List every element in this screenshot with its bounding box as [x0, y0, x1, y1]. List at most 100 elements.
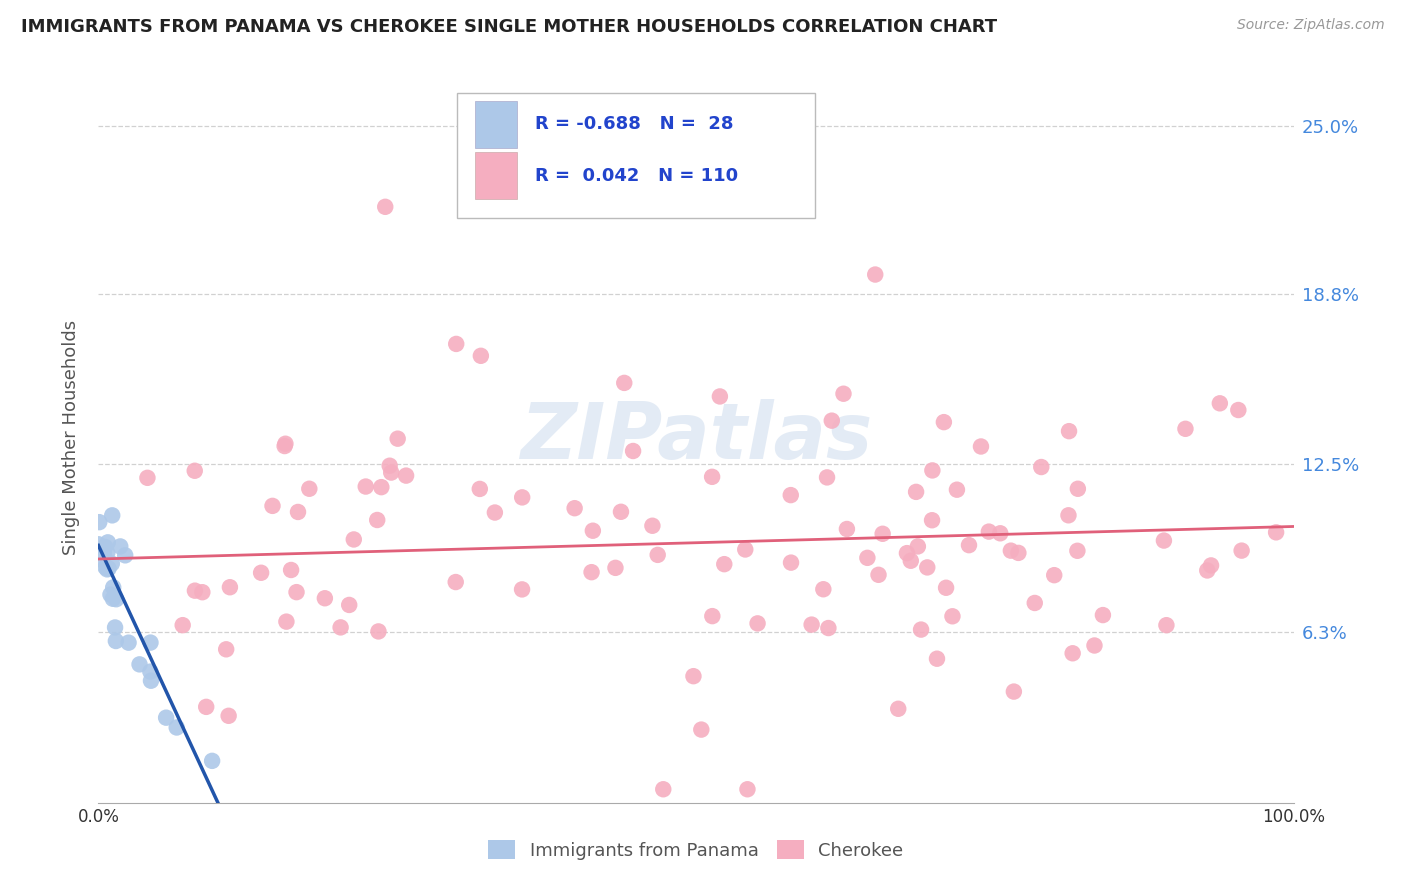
Point — [1057, 424, 1080, 438]
Point — [139, 673, 162, 688]
Point — [835, 522, 858, 536]
Point — [1083, 639, 1105, 653]
Point — [977, 524, 1000, 539]
Point — [276, 615, 298, 629]
Point — [510, 491, 533, 505]
Point — [925, 651, 948, 665]
Point — [139, 665, 162, 679]
Point — [370, 480, 392, 494]
Point — [582, 524, 605, 538]
Point — [1209, 396, 1232, 410]
Point — [470, 349, 492, 363]
Point — [868, 567, 890, 582]
Point — [821, 414, 844, 428]
Point — [110, 540, 132, 554]
Point — [395, 468, 418, 483]
Point — [709, 389, 731, 403]
Point — [104, 634, 127, 648]
Point — [201, 754, 224, 768]
Point — [337, 598, 360, 612]
Point — [195, 699, 218, 714]
Point — [100, 588, 122, 602]
Point — [97, 561, 120, 575]
Point — [935, 581, 957, 595]
Point — [970, 440, 993, 454]
Point — [941, 609, 963, 624]
Point — [1057, 508, 1080, 523]
Point — [104, 620, 127, 634]
Point — [872, 526, 894, 541]
Point — [103, 581, 125, 595]
Point — [1199, 558, 1222, 573]
Point — [374, 200, 396, 214]
Point — [1002, 684, 1025, 698]
Point — [1007, 546, 1029, 560]
Point — [1062, 646, 1084, 660]
Point — [813, 582, 835, 597]
Point — [343, 533, 366, 547]
Point — [865, 268, 887, 282]
Legend: Immigrants from Panama, Cherokee: Immigrants from Panama, Cherokee — [481, 833, 911, 867]
Point — [285, 585, 308, 599]
Point — [737, 782, 759, 797]
Point — [298, 482, 321, 496]
Point — [734, 542, 756, 557]
Point — [1153, 533, 1175, 548]
Point — [702, 609, 724, 624]
Point — [87, 552, 110, 566]
Point — [172, 618, 194, 632]
FancyBboxPatch shape — [475, 101, 517, 148]
Point — [605, 561, 627, 575]
Point — [94, 560, 117, 574]
Point — [780, 556, 803, 570]
Point — [94, 540, 117, 554]
Point — [215, 642, 238, 657]
Point — [191, 585, 214, 599]
Point — [166, 721, 188, 735]
Point — [932, 415, 955, 429]
Point — [380, 466, 402, 480]
Point — [274, 436, 297, 450]
Text: R = -0.688   N =  28: R = -0.688 N = 28 — [534, 115, 733, 134]
Point — [613, 376, 636, 390]
Point — [1024, 596, 1046, 610]
Point — [832, 386, 855, 401]
Point — [910, 623, 932, 637]
Point — [900, 554, 922, 568]
Point — [89, 515, 111, 529]
Point — [262, 499, 284, 513]
Point — [957, 538, 980, 552]
Point — [367, 624, 389, 639]
Point — [1091, 608, 1114, 623]
Point — [610, 505, 633, 519]
Point — [444, 575, 467, 590]
Point — [1230, 543, 1253, 558]
Point — [314, 591, 336, 606]
Point — [1156, 618, 1178, 632]
Point — [905, 484, 928, 499]
Point — [105, 592, 128, 607]
Point — [219, 580, 242, 594]
Point — [378, 458, 401, 473]
Point — [917, 560, 939, 574]
Text: IMMIGRANTS FROM PANAMA VS CHEROKEE SINGLE MOTHER HOUSEHOLDS CORRELATION CHART: IMMIGRANTS FROM PANAMA VS CHEROKEE SINGL… — [21, 18, 997, 36]
Point — [896, 546, 918, 560]
Y-axis label: Single Mother Households: Single Mother Households — [62, 319, 80, 555]
Point — [988, 526, 1011, 541]
Point — [93, 547, 115, 561]
Point — [354, 479, 377, 493]
Point — [682, 669, 704, 683]
Point — [97, 535, 120, 549]
Point — [468, 482, 491, 496]
Point — [1197, 564, 1219, 578]
Point — [273, 439, 295, 453]
Point — [366, 513, 388, 527]
Point — [280, 563, 302, 577]
FancyBboxPatch shape — [457, 94, 815, 218]
Point — [1227, 403, 1250, 417]
Point — [1043, 568, 1066, 582]
Point — [136, 471, 159, 485]
Point — [921, 513, 943, 527]
Point — [329, 620, 352, 634]
Point — [700, 470, 723, 484]
